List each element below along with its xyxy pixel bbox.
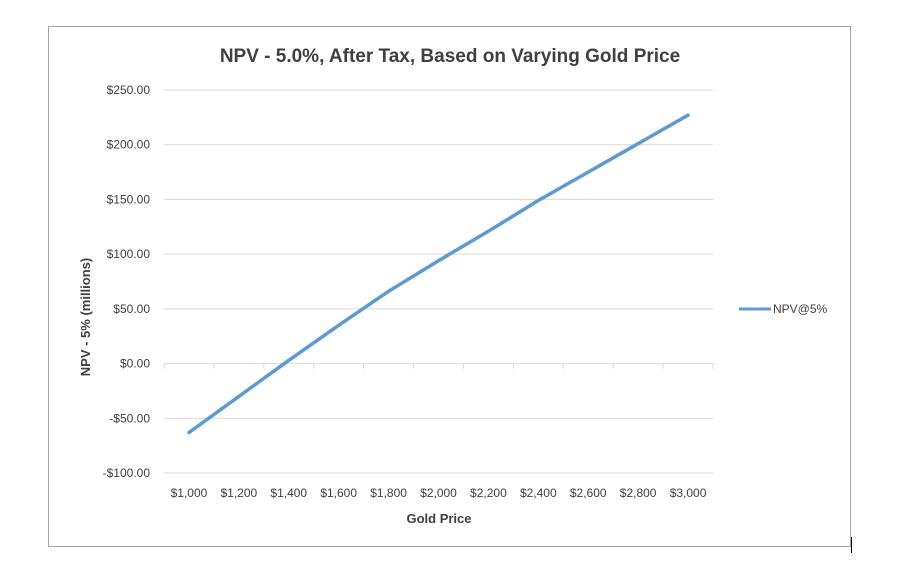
y-tick-label: -$50.00 bbox=[109, 411, 150, 425]
x-tick-label: $1,200 bbox=[221, 486, 258, 500]
series-layer bbox=[187, 113, 690, 435]
data-point bbox=[537, 199, 540, 202]
y-tick-label: $250.00 bbox=[107, 83, 151, 97]
x-tick-label: $2,600 bbox=[570, 486, 607, 500]
data-point bbox=[637, 142, 640, 145]
x-axis-title: Gold Price bbox=[406, 511, 471, 526]
y-tick-label: $150.00 bbox=[107, 192, 151, 206]
x-tick-label: $2,000 bbox=[420, 486, 457, 500]
x-tick-label: $3,000 bbox=[670, 486, 707, 500]
y-tick-label: -$100.00 bbox=[103, 466, 151, 480]
x-tick-label: $2,200 bbox=[470, 486, 507, 500]
y-tick-label: $0.00 bbox=[120, 357, 150, 371]
data-point bbox=[587, 171, 590, 174]
x-tick-label: $2,400 bbox=[520, 486, 557, 500]
y-tick-label: $200.00 bbox=[107, 138, 151, 152]
data-point bbox=[387, 290, 390, 293]
data-point bbox=[437, 259, 440, 262]
chart-title: NPV - 5.0%, After Tax, Based on Varying … bbox=[220, 46, 680, 67]
y-axis-title: NPV - 5% (millions) bbox=[78, 258, 93, 376]
y-tick-label: $50.00 bbox=[113, 302, 150, 316]
x-tick-label: $1,000 bbox=[171, 486, 208, 500]
edge-mark bbox=[851, 537, 852, 553]
data-point bbox=[687, 114, 690, 117]
x-tick-labels: $1,000 $1,200 $1,400 $1,600 $1,800 $2,000 $2,2… bbox=[171, 486, 707, 500]
gridlines bbox=[164, 89, 713, 474]
chart-frame bbox=[48, 26, 851, 547]
x-axis bbox=[163, 363, 714, 369]
data-point bbox=[337, 324, 340, 327]
legend: NPV@5% bbox=[739, 302, 828, 316]
x-tick-label: $1,600 bbox=[320, 486, 357, 500]
data-point bbox=[187, 431, 190, 434]
x-tick-label: $1,400 bbox=[270, 486, 307, 500]
series-line-npv bbox=[187, 113, 690, 435]
legend-label-npv: NPV@5% bbox=[773, 302, 828, 316]
data-point bbox=[487, 230, 490, 233]
y-tick-labels: -$100.00 -$50.00 $0.00 $50.00 $100.00 $150.00… bbox=[103, 83, 151, 480]
x-tick-label: $1,800 bbox=[370, 486, 407, 500]
data-point bbox=[237, 395, 240, 398]
y-tick-label: $100.00 bbox=[107, 247, 151, 261]
data-point bbox=[287, 359, 290, 362]
x-tick-label: $2,800 bbox=[620, 486, 657, 500]
